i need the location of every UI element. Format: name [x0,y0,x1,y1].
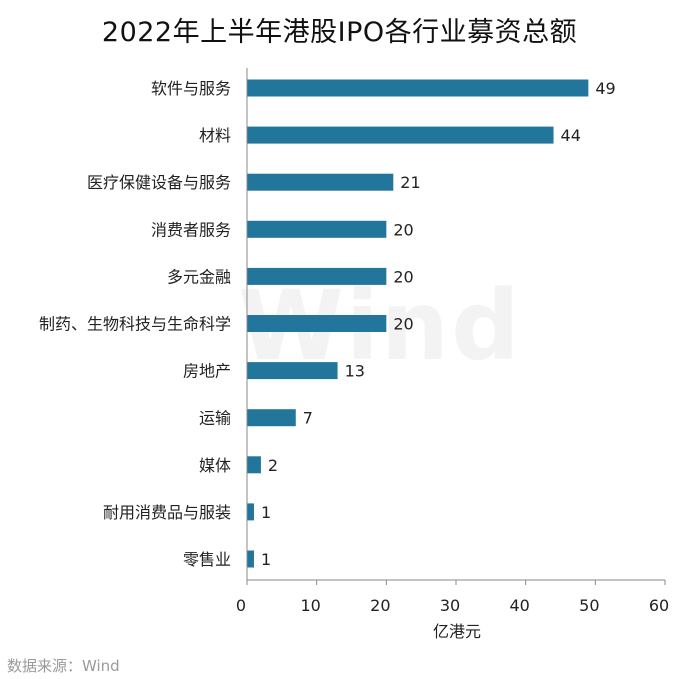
category-label: 房地产 [183,362,231,381]
value-label: 49 [595,79,615,98]
category-label: 媒体 [199,456,231,475]
value-label: 20 [393,267,413,286]
x-tick-label: 40 [509,596,529,615]
value-label: 21 [400,173,420,192]
value-label: 20 [393,315,413,334]
category-label: 运输 [199,409,231,428]
bar [247,456,261,474]
bar [247,315,387,332]
category-label: 软件与服务 [151,79,231,98]
value-label: 7 [303,409,313,428]
category-label: 制药、生物科技与生命科学 [39,315,231,334]
category-label: 多元金融 [167,267,231,286]
x-tick-label: 30 [440,596,460,615]
category-label: 医疗保健设备与服务 [87,173,231,192]
bar [247,409,296,427]
x-tick-label: 0 [236,596,246,615]
x-axis-title: 亿港元 [433,622,481,641]
value-label: 1 [261,550,271,569]
category-label: 消费者服务 [151,220,231,239]
bar [247,267,387,285]
value-label: 1 [261,503,271,522]
x-tick-label: 10 [300,596,320,615]
value-label: 20 [393,220,413,239]
bar [247,220,387,238]
bar [247,126,554,144]
x-tick-label: 20 [370,596,390,615]
bar [247,503,254,521]
bar [247,173,394,191]
category-label: 耐用消费品与服装 [103,503,231,522]
x-tick-label: 50 [579,596,599,615]
value-label: 13 [345,362,365,381]
category-label: 零售业 [183,550,231,569]
bar [247,79,589,97]
value-label: 2 [268,456,278,475]
bar [247,550,254,568]
x-tick-label: 60 [649,596,669,615]
bar [247,362,338,380]
value-label: 44 [561,126,581,145]
category-label: 材料 [199,126,231,145]
chart-title: 2022年上半年港股IPO各行业募资总额 [101,17,578,48]
source-note: 数据来源：Wind [7,657,120,675]
